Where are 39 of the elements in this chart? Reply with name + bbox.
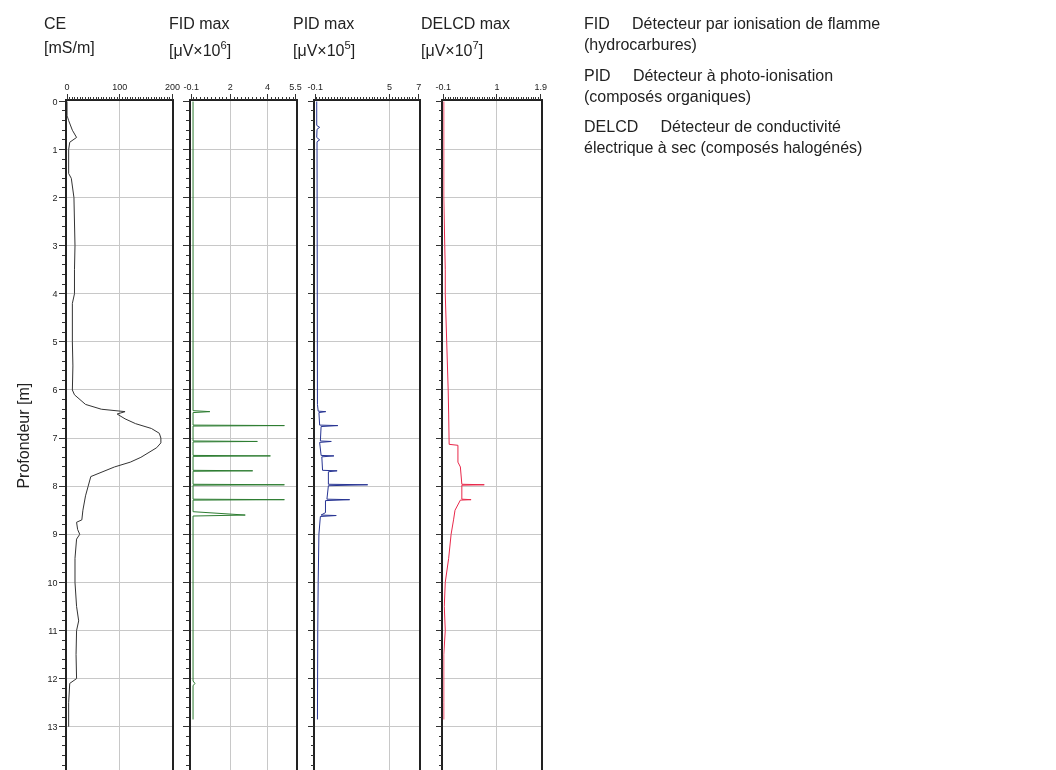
chart-title: DELCD max [421, 15, 510, 32]
y-axis-title: Profondeur [m] [14, 382, 32, 489]
x-tick-label: -0.1 [435, 82, 452, 93]
x-tick-label: 1 [494, 82, 500, 93]
x-tick-label: 200 [164, 82, 180, 93]
chart-title: CE [44, 15, 67, 32]
x-tick-label: 5 [387, 82, 393, 93]
x-tick-label: 0 [64, 82, 70, 93]
y-tick-label: 8 [52, 481, 58, 492]
x-tick-label: 5.5 [289, 82, 302, 93]
y-tick-label: 2 [52, 192, 58, 203]
chart-title: PID max [293, 15, 355, 32]
y-tick-label: 12 [47, 673, 58, 684]
x-tick-label: 2 [227, 82, 233, 93]
text: DELCD Détecteur de conductivité électrique à sec (composés halogénés) [584, 118, 863, 156]
x-axis-title: [mS/m] [44, 39, 95, 56]
x-tick-label: 4 [265, 82, 271, 93]
x-axis-title: [μV×10$^{7}$] [421, 39, 484, 59]
y-tick-label: 1 [52, 144, 58, 155]
y-tick-label: 6 [52, 385, 58, 396]
text: PID Détecteur à photo-ionisation (composés organiques) [584, 67, 834, 105]
x-tick-label: -0.1 [307, 82, 324, 93]
chart-title: FID max [169, 15, 230, 32]
y-tick-label: 13 [47, 721, 58, 732]
x-axis-title: [μV×10$^{5}$] [293, 39, 356, 59]
y-tick-label: 11 [48, 625, 58, 636]
x-tick-label: 100 [112, 82, 128, 93]
y-tick-label: 10 [47, 577, 58, 588]
y-tick-label: 3 [52, 240, 58, 251]
x-tick-label: 1.9 [534, 82, 548, 93]
x-tick-label: 7 [416, 82, 422, 93]
x-axis-title: [μV×10$^{6}$] [169, 39, 232, 59]
y-tick-label: 4 [52, 288, 58, 299]
text: FID Détecteur par ionisation de flamme (hydrocarbures) [584, 15, 881, 53]
y-tick-label: 5 [52, 337, 58, 348]
y-tick-label: 0 [52, 96, 58, 107]
x-tick-label: -0.1 [183, 82, 199, 93]
y-tick-label: 9 [52, 529, 58, 540]
y-tick-label: 7 [52, 433, 58, 444]
